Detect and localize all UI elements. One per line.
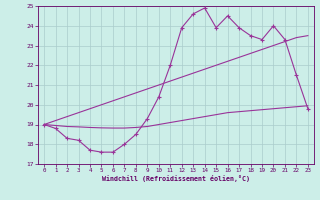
X-axis label: Windchill (Refroidissement éolien,°C): Windchill (Refroidissement éolien,°C) [102,175,250,182]
